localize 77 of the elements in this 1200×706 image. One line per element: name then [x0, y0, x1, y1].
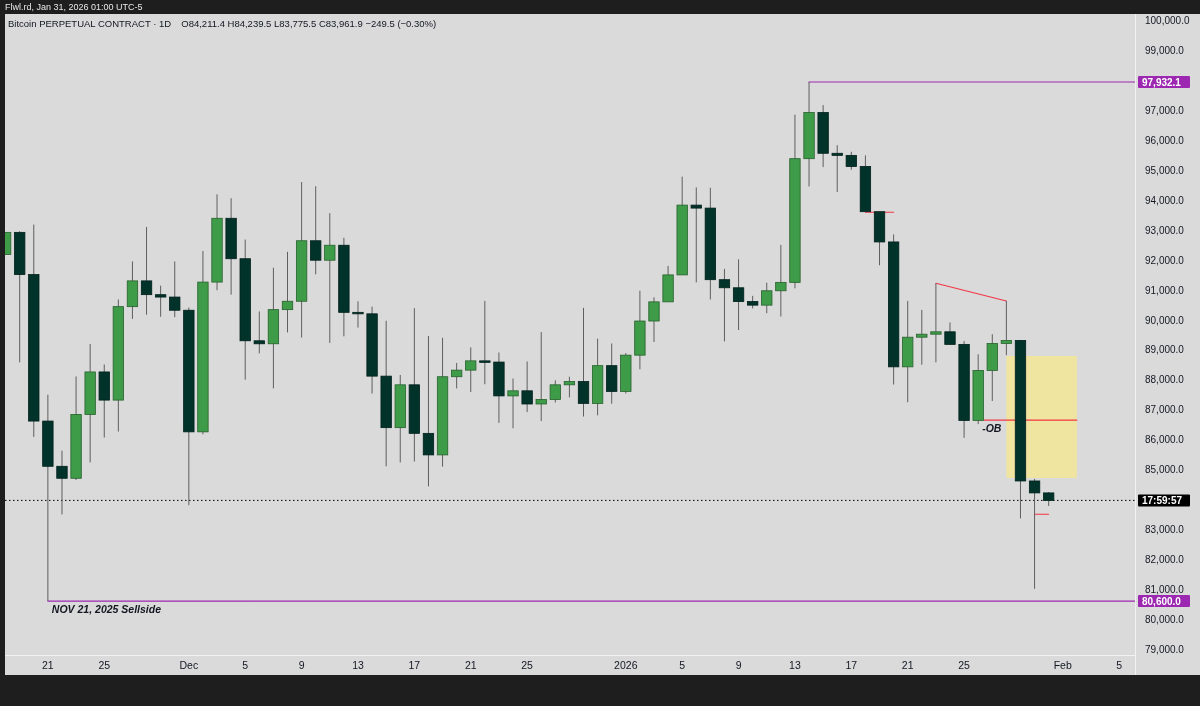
candlestick: [1000, 300, 1012, 356]
candlestick: [549, 379, 561, 403]
candlestick: [930, 282, 942, 363]
y-tick-label: 95,000.0: [1145, 164, 1185, 176]
x-tick-label: 25: [98, 659, 111, 671]
y-tick-label: 87,000.0: [1145, 403, 1185, 415]
y-tick-label: 81,000.0: [1145, 583, 1185, 595]
x-tick-label: 21: [464, 659, 477, 671]
text: Flwl.rd, Jan 31, 2026 01:00 UTC-5: [5, 2, 143, 12]
x-tick-label: 5: [1116, 659, 1123, 671]
candlestick: [1028, 478, 1041, 590]
x-tick-label: Feb: [1053, 659, 1072, 671]
x-tick-label: 25: [958, 659, 971, 671]
y-tick-label: 92,000.0: [1145, 254, 1185, 266]
candlestick: [253, 310, 265, 354]
y-tick-label: 99,000.0: [1145, 44, 1185, 56]
candlestick: [324, 212, 336, 344]
y-tick-label: 85,000.0: [1145, 463, 1185, 475]
candlestick: [140, 226, 153, 316]
x-tick-label: 5: [242, 659, 249, 671]
x-tick-label: 13: [789, 659, 801, 671]
candlestick: [563, 376, 576, 398]
data-label: 97,932.1: [1142, 76, 1182, 88]
x-tick-label: 9: [298, 659, 305, 671]
candlestick: [281, 251, 294, 333]
x-tick-label: 9: [735, 659, 742, 671]
candlestick: [916, 309, 928, 366]
y-tick-label: 80,000.0: [1145, 613, 1185, 625]
y-tick-label: 83,000.0: [1145, 523, 1185, 535]
chart-title: Bitcoin PERPETUAL CONTRACT · 1D: [8, 17, 172, 29]
candlestick: [422, 335, 435, 487]
annotation: -OB: [982, 422, 1002, 435]
candlestick: [944, 322, 956, 345]
y-tick-label: 90,000.0: [1145, 314, 1185, 326]
candlestick: [775, 244, 787, 318]
candlestick: [310, 185, 322, 275]
annotation: NOV 21, 2025 Sellside: [51, 603, 162, 616]
candlestick: [465, 346, 477, 393]
x-tick-label: 17: [845, 659, 858, 671]
x-tick-label: 17: [408, 659, 421, 671]
candlestick: [352, 300, 364, 329]
data-label: 80,600.0: [1142, 595, 1182, 607]
candlestick: [535, 331, 547, 422]
y-tick-label: 94,000.0: [1145, 194, 1185, 206]
x-tick-label: 25: [521, 659, 534, 671]
x-tick-label: Dec: [179, 659, 199, 671]
y-tick-label: 79,000.0: [1145, 643, 1185, 655]
y-tick-label: 93,000.0: [1145, 224, 1185, 236]
candlestick: [451, 362, 463, 389]
candlestick: [577, 307, 590, 418]
x-tick-label: 13: [352, 659, 364, 671]
y-tick-label: 88,000.0: [1145, 373, 1185, 385]
candlestick: [761, 282, 773, 314]
candlestick: [56, 450, 68, 516]
candlestick: [479, 300, 491, 385]
y-tick-label: 89,000.0: [1145, 343, 1185, 355]
chart-subtitle: O84,211.4 H84,239.5 L83,775.5 C83,961.9 −249.5 (−0.30%): [181, 17, 437, 29]
y-tick-label: 97,000.0: [1145, 104, 1185, 116]
candlestick: [732, 258, 745, 331]
candlestick: [718, 268, 731, 342]
x-tick-label: 5: [679, 659, 686, 671]
text: 17:59:57: [1142, 494, 1183, 506]
x-tick-label: 21: [42, 659, 54, 671]
candlestick: [521, 360, 533, 413]
y-tick-label: 96,000.0: [1145, 134, 1185, 146]
candlestick: [831, 144, 843, 193]
y-tick-label: 91,000.0: [1145, 284, 1185, 296]
x-tick-label: 2026: [614, 659, 638, 671]
candlestick: [507, 378, 519, 429]
y-tick-label: 86,000.0: [1145, 433, 1185, 445]
y-tick-label: 82,000.0: [1145, 553, 1185, 565]
candlestick: [155, 285, 167, 318]
x-tick-label: 21: [901, 659, 914, 671]
y-tick-label: 100,000.0: [1145, 14, 1190, 26]
candlestick: [648, 296, 660, 343]
candlestick: [169, 260, 181, 318]
candlestick: [690, 186, 702, 283]
